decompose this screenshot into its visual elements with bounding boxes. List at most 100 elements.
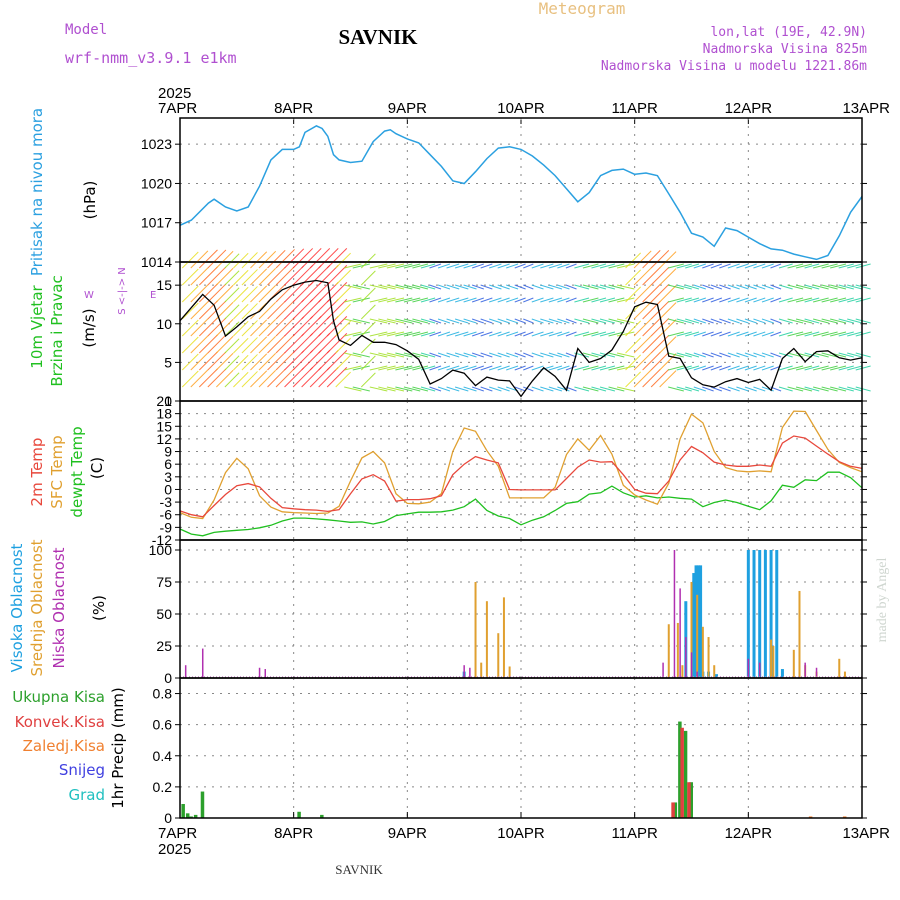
wind-barb xyxy=(403,331,421,337)
wind-barb xyxy=(812,352,829,358)
wind-barb xyxy=(702,352,714,358)
wind-barb xyxy=(693,352,706,358)
wind-barb xyxy=(326,299,348,320)
wind-barb xyxy=(736,297,749,303)
wind-barb xyxy=(198,317,218,337)
wind-barb xyxy=(668,284,684,290)
wind-barb xyxy=(582,284,599,290)
wind-barb xyxy=(548,297,563,303)
wind-barb xyxy=(241,354,258,371)
wind-barb xyxy=(710,331,723,337)
wind-barb xyxy=(650,267,670,286)
wind-barb xyxy=(318,316,339,337)
wind-barb xyxy=(318,248,339,269)
wind-barb xyxy=(625,320,642,337)
wind-barb xyxy=(344,352,362,358)
wind-barb xyxy=(344,263,362,269)
wind-barb xyxy=(719,331,731,337)
wind-barb xyxy=(702,318,714,324)
wind-barb xyxy=(216,352,234,371)
wind-barb xyxy=(574,297,590,303)
wind-barb xyxy=(403,318,421,324)
wind-barb xyxy=(608,263,625,269)
total-precip-bar xyxy=(320,814,324,818)
wind-barb xyxy=(198,266,218,286)
mid-cloud-bar xyxy=(676,622,679,678)
wind-barb xyxy=(301,316,322,337)
wind-barb xyxy=(523,352,534,358)
wind-barb xyxy=(727,365,740,371)
low-cloud-bar xyxy=(696,671,698,678)
wind-barb xyxy=(685,365,700,371)
wind-barb xyxy=(668,263,684,269)
wind-barb xyxy=(838,263,854,269)
wind-barb xyxy=(770,297,782,303)
wind-barb xyxy=(292,299,314,320)
wind-barb xyxy=(190,335,209,354)
wind-barb xyxy=(207,334,227,354)
wind-barb xyxy=(216,250,234,269)
mid-cloud-bar xyxy=(502,597,505,678)
wind-barb xyxy=(753,365,766,371)
wind-barb xyxy=(727,352,740,358)
wind-barb xyxy=(821,386,838,392)
wind-barb xyxy=(318,350,339,371)
wind-barb xyxy=(446,284,460,290)
wind-barb xyxy=(258,369,277,388)
bottom-date-label: 12APR xyxy=(725,825,773,842)
wind-barb xyxy=(471,386,484,392)
wind-barb xyxy=(471,331,484,337)
wind-barb xyxy=(795,386,813,392)
wind-barb xyxy=(198,351,218,371)
wind-barb xyxy=(582,297,599,303)
wind-barb xyxy=(574,263,590,269)
wind-barb xyxy=(685,263,700,269)
wind-barb xyxy=(506,331,519,337)
mid-cloud-bar xyxy=(770,639,773,678)
wind-barb xyxy=(770,318,782,324)
footer-station: SAVNIK xyxy=(335,862,383,877)
wind-barb xyxy=(480,263,493,269)
wind-barb xyxy=(275,368,295,388)
wind-barb xyxy=(301,248,322,269)
wind-barb xyxy=(275,249,295,269)
wind-barb xyxy=(352,331,370,337)
wind-barb xyxy=(540,297,554,303)
wind-barb xyxy=(437,365,451,371)
wind-barb xyxy=(207,368,227,388)
wind-barb xyxy=(497,297,510,303)
wind-barb xyxy=(710,386,723,392)
dewpt-line xyxy=(179,471,863,537)
wind-barb xyxy=(787,297,804,303)
wind-barb xyxy=(804,331,820,337)
wind-barb xyxy=(454,284,469,290)
wind-barb xyxy=(804,386,820,392)
wind-barb xyxy=(540,263,554,269)
wind-barb xyxy=(233,337,249,354)
wind-barb xyxy=(489,318,502,324)
wind-barb xyxy=(420,297,436,303)
wind-barb xyxy=(198,283,218,303)
wind-barb xyxy=(386,331,405,337)
wind-barb xyxy=(395,365,413,371)
wind-barb xyxy=(497,318,510,324)
bottom-date-label: 13APR xyxy=(842,825,890,842)
high-cloud-bar xyxy=(692,573,696,678)
wind-barb xyxy=(446,331,460,337)
wind-barb xyxy=(574,318,590,324)
wind-barb xyxy=(812,365,829,371)
wind-barb xyxy=(190,318,209,337)
wind-barb xyxy=(352,352,370,358)
mid-cloud-bar xyxy=(713,665,716,678)
wind-barb xyxy=(233,320,249,337)
wind-barb xyxy=(608,352,625,358)
wind-barb xyxy=(565,365,577,371)
wind-barb xyxy=(633,301,652,320)
wind-barb xyxy=(233,269,249,286)
wind-barb xyxy=(207,300,227,320)
wind-barb xyxy=(224,355,240,371)
top-date-label: 9APR xyxy=(388,100,427,117)
wind-barb xyxy=(668,318,684,324)
wind-barb xyxy=(190,301,209,320)
total-precip-bar xyxy=(683,730,688,818)
